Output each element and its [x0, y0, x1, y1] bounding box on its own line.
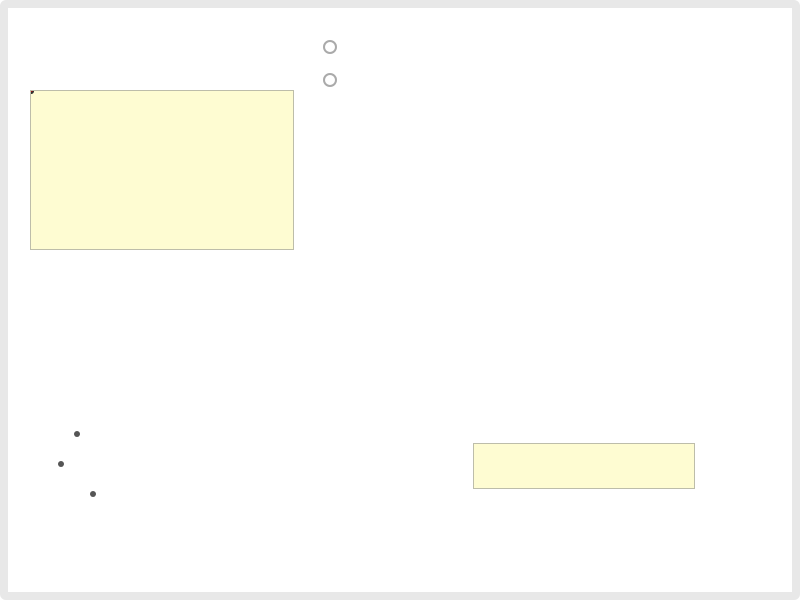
bullet-list — [323, 30, 772, 96]
lever-diagram — [30, 90, 294, 250]
formula-m2 — [30, 448, 320, 478]
slide — [0, 0, 800, 600]
formula-m1 — [30, 418, 320, 448]
bullet-item — [323, 30, 772, 59]
bullet-dot-icon — [58, 461, 64, 467]
bullet-dot-icon — [323, 73, 337, 92]
bullet-item — [323, 63, 772, 92]
bullet-dot-icon — [90, 491, 96, 497]
formula-eq — [30, 478, 320, 508]
equation-box — [473, 443, 695, 489]
bullet-dot-icon — [74, 431, 80, 437]
diagram-svg — [31, 91, 293, 249]
bullet-dot-icon — [323, 40, 337, 59]
formula-block — [30, 418, 320, 508]
